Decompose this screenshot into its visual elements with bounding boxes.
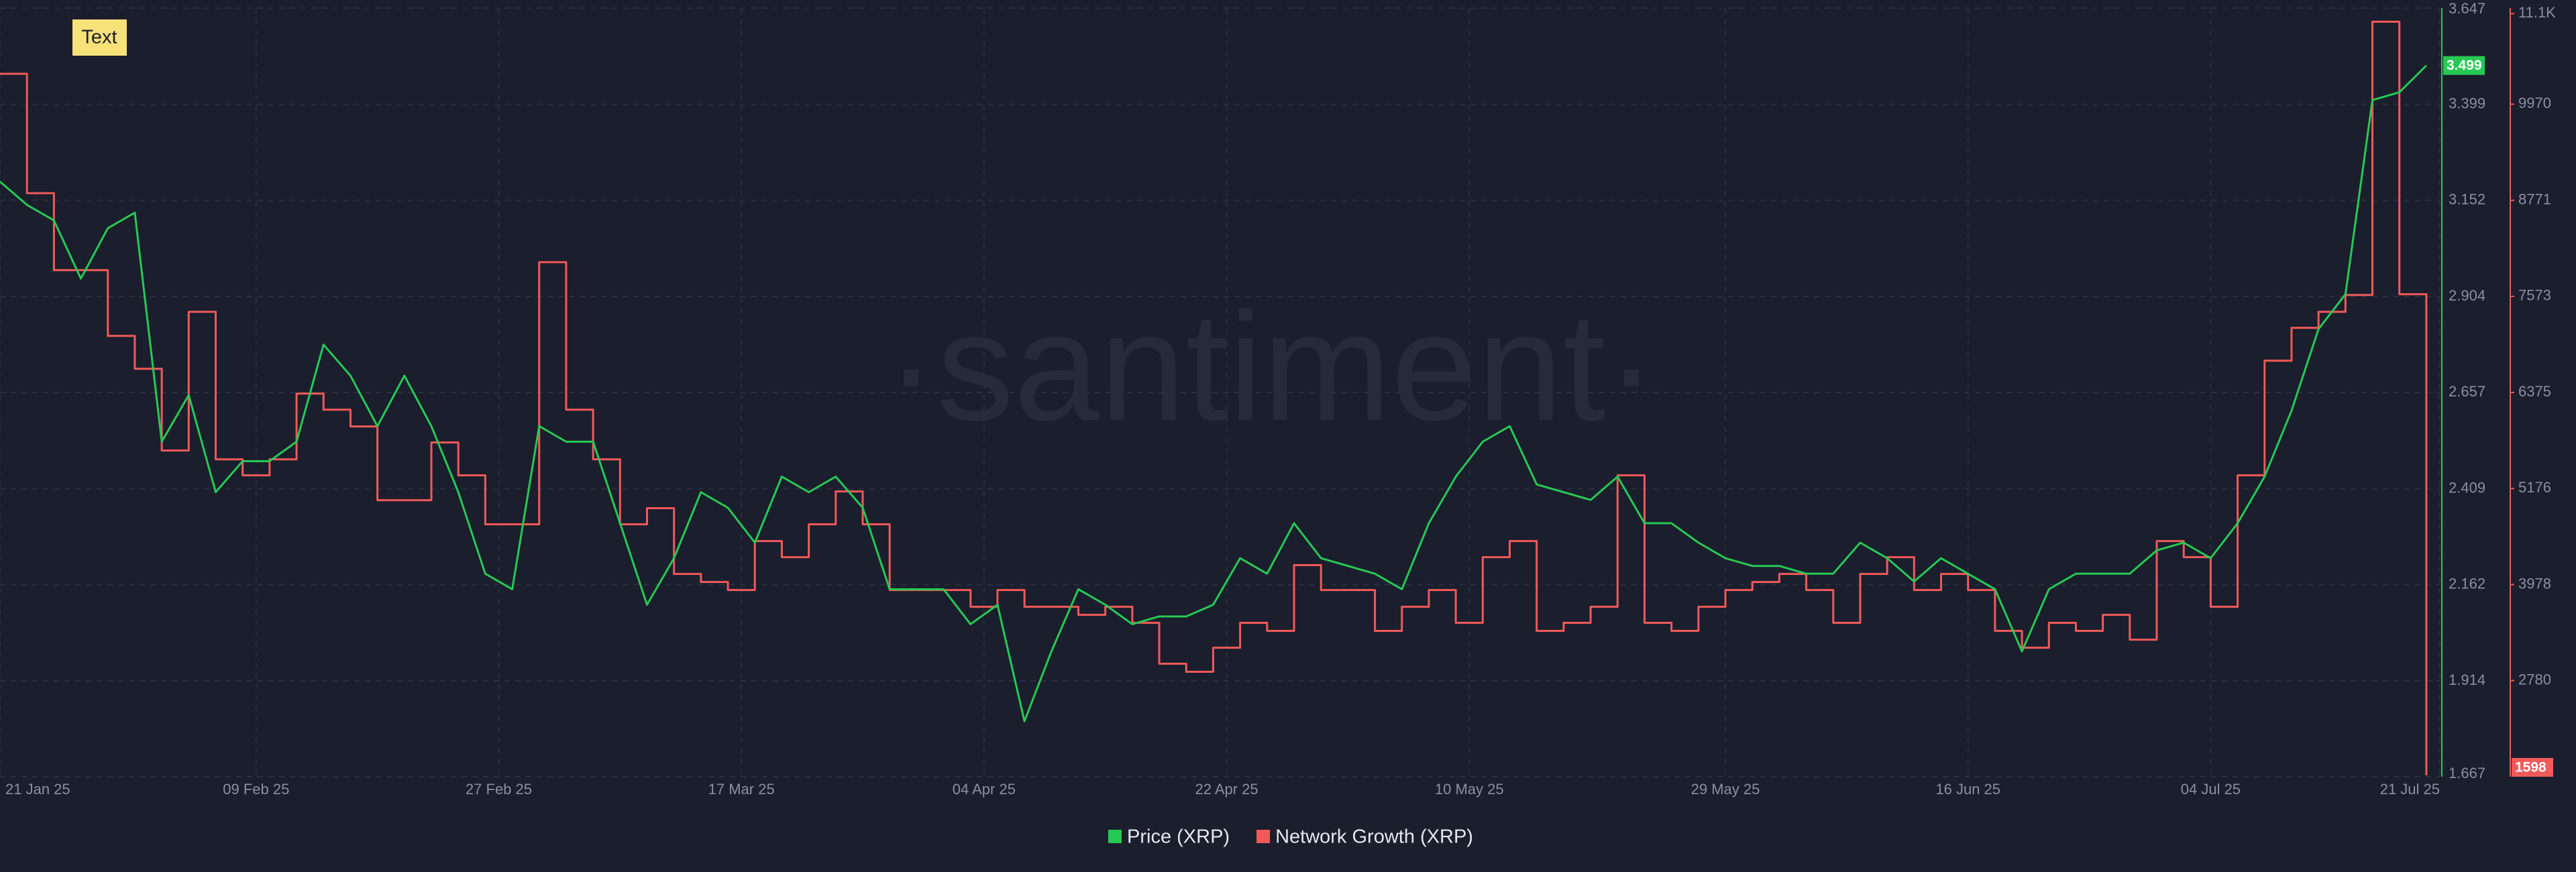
x-tick-label: 21 Jul 25 (2380, 781, 2440, 798)
y-tick-label: 1.667 (2449, 765, 2485, 781)
y2-tick-label: 6375 (2518, 383, 2551, 400)
y2-tick-label: 5176 (2518, 479, 2551, 496)
last-value-badge (2512, 758, 2553, 777)
y2-tick-label: 9970 (2518, 95, 2551, 111)
last-value-label: 3.499 (2447, 58, 2482, 73)
legend-label: Network Growth (XRP) (1275, 826, 1473, 848)
x-tick-label: 17 Mar 25 (708, 781, 775, 798)
x-tick-label: 16 Jun 25 (1935, 781, 2000, 798)
y-tick-label: 2.904 (2449, 287, 2485, 304)
y-tick-label: 2.162 (2449, 575, 2485, 592)
legend: Price (XRP) Network Growth (XRP) (1108, 826, 1473, 848)
y2-tick-label: 3978 (2518, 575, 2551, 592)
y-tick-label: 1.914 (2449, 671, 2485, 688)
legend-swatch (1256, 830, 1271, 843)
y-tick-label: 2.657 (2449, 383, 2485, 400)
x-tick-label: 21 Jan 25 (5, 781, 70, 798)
annotation-box (72, 19, 127, 56)
x-tick-label: 04 Apr 25 (953, 781, 1016, 798)
y-tick-label: 3.152 (2449, 190, 2485, 207)
grid (0, 7, 2440, 777)
y2-tick-label: 7573 (2518, 287, 2551, 304)
last-value-badge (2443, 56, 2485, 75)
x-tick-label: 09 Feb 25 (223, 781, 289, 798)
y-tick-label: 3.647 (2449, 0, 2485, 17)
y2-tick-label: 2780 (2518, 671, 2551, 688)
x-tick-label: 10 May 25 (1435, 781, 1504, 798)
annotation: Text (81, 27, 117, 48)
series-line (0, 64, 2427, 722)
y-tick-label: 2.409 (2449, 479, 2485, 496)
axes: 21 Jan 25 09 Feb 25 27 Feb 25 17 Mar 25 04 A… (5, 0, 2556, 798)
x-tick-label: 22 Apr 25 (1195, 781, 1258, 798)
plot (0, 20, 2428, 775)
x-tick-label: 27 Feb 25 (466, 781, 532, 798)
y2-tick-label: 8771 (2518, 190, 2551, 207)
y-tick-label: 3.399 (2449, 95, 2485, 111)
x-tick-label: 04 Jul 25 (2181, 781, 2241, 798)
series-line (0, 20, 2428, 775)
legend-label: Price (XRP) (1127, 826, 1230, 848)
watermark: ·santiment· (885, 280, 1657, 453)
last-value-label: 1598 (2515, 760, 2546, 775)
legend-swatch (1108, 830, 1122, 843)
y2-tick-label: 11.1K (2518, 4, 2556, 21)
x-tick-label: 29 May 25 (1691, 781, 1760, 798)
